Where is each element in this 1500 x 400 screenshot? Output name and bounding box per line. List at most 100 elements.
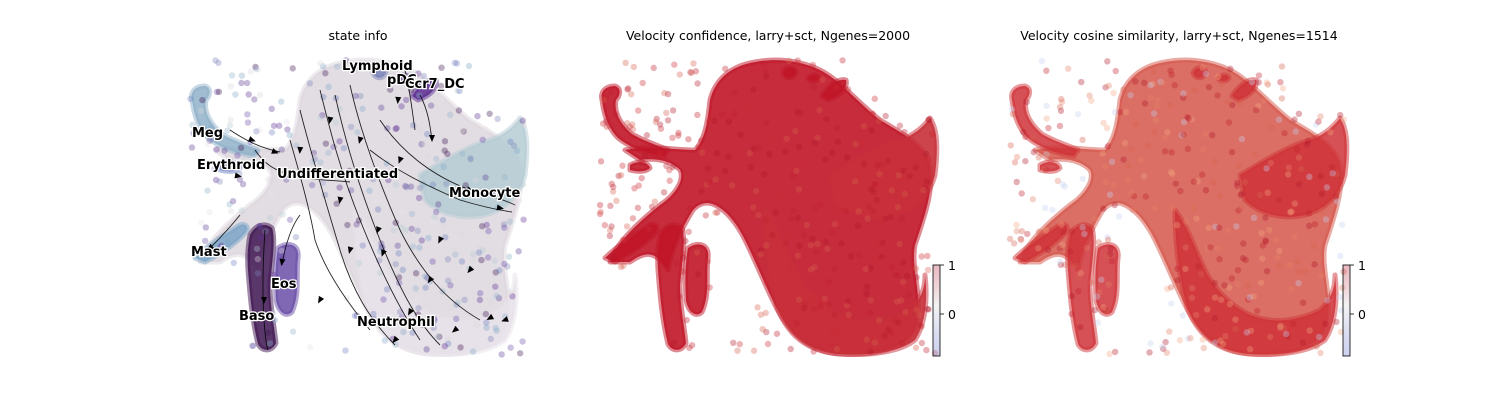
cell-point: [1233, 223, 1240, 230]
cell-density-monocyte: [417, 115, 530, 220]
label-baso: Baso: [239, 309, 274, 324]
cell-point: [1166, 101, 1174, 109]
cell-point: [506, 288, 514, 296]
cell-point: [1174, 277, 1181, 284]
cell-point: [924, 266, 932, 274]
cell-point: [891, 316, 899, 323]
cell-point: [484, 254, 492, 261]
cell-point: [1144, 142, 1151, 149]
cell-point: [795, 143, 803, 151]
cell-point: [412, 285, 419, 292]
cell-point: [869, 207, 877, 215]
cell-point: [1288, 208, 1295, 215]
cell-point: [867, 185, 874, 193]
cell-point: [244, 119, 252, 126]
cell-point: [875, 117, 883, 124]
cell-point: [1106, 191, 1114, 198]
cell-point: [854, 222, 862, 230]
cell-point: [856, 251, 863, 259]
cell-density-pdc: [805, 72, 822, 84]
velocity-arrow: [234, 172, 242, 179]
cell-point: [782, 239, 789, 247]
cell-point: [478, 222, 486, 230]
cell-point: [1022, 133, 1029, 141]
cell-point: [828, 342, 835, 349]
cell-point: [1275, 196, 1283, 204]
cell-point: [875, 317, 883, 324]
cell-point: [1164, 129, 1171, 136]
cell-point: [814, 134, 821, 142]
cell-point: [487, 335, 494, 343]
cell-point: [1285, 164, 1292, 171]
cell-point: [867, 297, 874, 304]
cell-point: [252, 63, 259, 71]
cell-point: [496, 259, 503, 267]
cell-point: [782, 148, 789, 155]
cell-point: [1058, 241, 1066, 249]
cell-point: [422, 273, 429, 280]
cell-point: [1202, 187, 1210, 194]
cell-point: [822, 156, 829, 164]
cell-point: [270, 122, 278, 129]
cell-point: [1262, 214, 1269, 221]
cell-point: [1199, 64, 1206, 72]
cell-point: [844, 86, 852, 93]
cell-point: [402, 96, 410, 104]
label-meg: Meg: [192, 126, 223, 141]
cell-density-undifferentiated: [607, 57, 934, 357]
cell-point: [1257, 279, 1265, 286]
cell-point: [467, 156, 474, 163]
cell-point: [1280, 325, 1288, 332]
cell-point: [1142, 193, 1150, 200]
cell-point: [750, 86, 757, 93]
cell-point: [1056, 258, 1064, 265]
cell-point: [1237, 205, 1245, 212]
cell-point: [812, 139, 819, 147]
cell-point: [1183, 218, 1190, 225]
cell-point: [286, 216, 294, 223]
cell-point: [1056, 122, 1064, 130]
cell-point: [1279, 85, 1287, 92]
cell-point: [1178, 132, 1185, 139]
cell-point: [408, 225, 415, 232]
cell-point: [824, 245, 831, 253]
panel-3-title: Velocity cosine similarity, larry+sct, N…: [1020, 28, 1337, 43]
cell-point: [639, 159, 646, 167]
cell-point: [215, 88, 223, 96]
cell-point: [665, 292, 672, 300]
cell-point: [394, 242, 401, 249]
cell-point: [221, 147, 228, 154]
cell-point: [745, 103, 753, 110]
cell-point: [816, 201, 824, 208]
cell-point: [816, 107, 823, 114]
cell-point: [863, 138, 870, 146]
cell-point: [421, 171, 428, 178]
cell-point: [1243, 329, 1251, 336]
cell-point: [415, 304, 422, 312]
cell-point: [1323, 184, 1331, 191]
cell-point: [1044, 152, 1051, 159]
velocity-arrow: [248, 136, 256, 142]
cell-point: [1111, 109, 1119, 116]
cell-point: [1152, 117, 1160, 124]
cell-point: [1194, 177, 1201, 185]
velocity-arrow: [357, 136, 364, 144]
cell-point: [1338, 221, 1346, 228]
cell-point: [755, 144, 762, 151]
cell-point: [1290, 320, 1297, 328]
cell-point: [773, 330, 781, 337]
cell-point: [838, 240, 845, 247]
cell-point: [438, 64, 445, 71]
cell-point: [649, 232, 656, 239]
cell-point: [1305, 209, 1313, 217]
cell-point: [1150, 68, 1157, 76]
cell-point: [1018, 228, 1026, 235]
cell-point: [925, 116, 932, 124]
cell-density-pdc: [1215, 72, 1232, 84]
cell-point: [519, 338, 526, 345]
cell-point: [453, 315, 460, 323]
cell-point: [888, 263, 895, 271]
panel-2-title: Velocity confidence, larry+sct, Ngenes=2…: [626, 28, 910, 43]
cell-point: [254, 255, 261, 263]
cell-point: [900, 167, 907, 174]
